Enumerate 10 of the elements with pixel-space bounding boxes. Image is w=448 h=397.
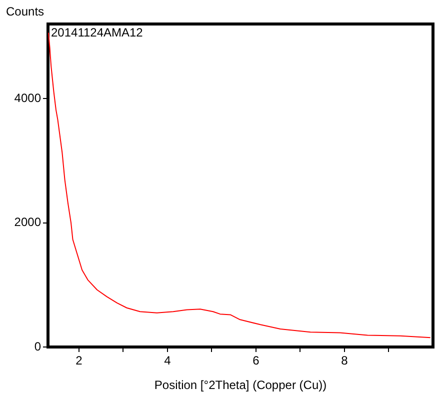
- x-tick-label: 2: [76, 354, 83, 368]
- x-tick-label: 4: [164, 354, 172, 368]
- x-tick-label: 6: [252, 354, 260, 368]
- y-axis-title: Counts: [6, 4, 44, 18]
- y-tick-label: 0: [34, 339, 42, 354]
- x-axis-title: Position [°2Theta] (Copper (Cu)): [154, 378, 327, 392]
- y-tick-label: 2000: [14, 215, 42, 230]
- x-tick-label: 8: [341, 354, 348, 368]
- annotation: 20141124AMA12: [51, 25, 144, 40]
- y-tick-label: 4000: [14, 90, 42, 105]
